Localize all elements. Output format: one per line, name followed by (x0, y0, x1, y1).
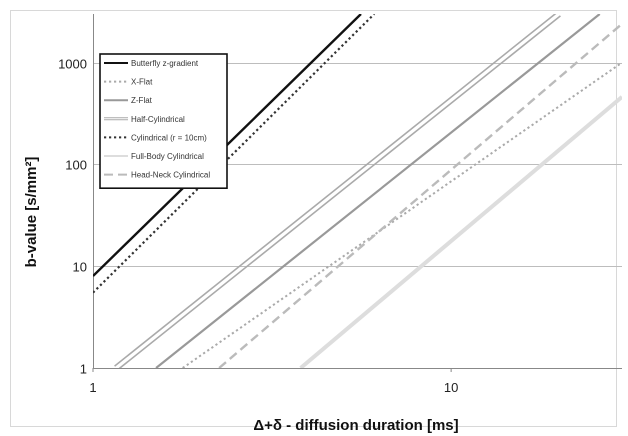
legend-entry-head-neck-cylindrical: Head-Neck Cylindrical (131, 171, 210, 180)
series-line-x-flat (182, 61, 622, 368)
legend-box (99, 53, 228, 189)
y-tick-label: 100 (65, 158, 87, 173)
x-tick-label: 1 (89, 380, 96, 395)
y-tick-label: 10 (73, 260, 87, 275)
y-tick-label: 1 (80, 362, 87, 377)
series-line-cylindrical-r-10cm (93, 14, 376, 294)
legend-entry-butterfly-z-gradient: Butterfly z-gradient (131, 59, 199, 68)
series-lines (93, 14, 622, 368)
legend-entry-full-body-cylindrical: Full-Body Cylindrical (131, 152, 204, 161)
legend: Butterfly z-gradient X-Flat Z-Flat Half-Cyl… (99, 53, 228, 189)
chart-border (10, 10, 617, 427)
y-axis-title: b-value [s/mm²] (23, 157, 40, 268)
legend-entry-half-cylindrical: Half-Cylindrical (131, 115, 185, 124)
series-line-z-flat (155, 14, 601, 368)
legend-entry-cylindrical-r-10cm: Cylindrical (r = 10cm) (131, 133, 207, 142)
series-line-half-cylindrical (114, 14, 557, 367)
x-tick-label: 10 (444, 380, 458, 395)
tick-labels: 1 10 100 1000 1 10 (58, 57, 458, 396)
series-line-full-body-cylindrical (299, 95, 622, 368)
legend-entry-z-flat: Z-Flat (131, 96, 153, 105)
series-line-half-cylindrical (118, 15, 561, 368)
x-axis-title: Δ+δ - diffusion duration [ms] (253, 417, 458, 434)
legend-entry-x-flat: X-Flat (131, 78, 153, 87)
axes (92, 14, 622, 372)
series-line-head-neck-cylindrical (218, 22, 622, 368)
y-tick-label: 1000 (58, 57, 87, 72)
